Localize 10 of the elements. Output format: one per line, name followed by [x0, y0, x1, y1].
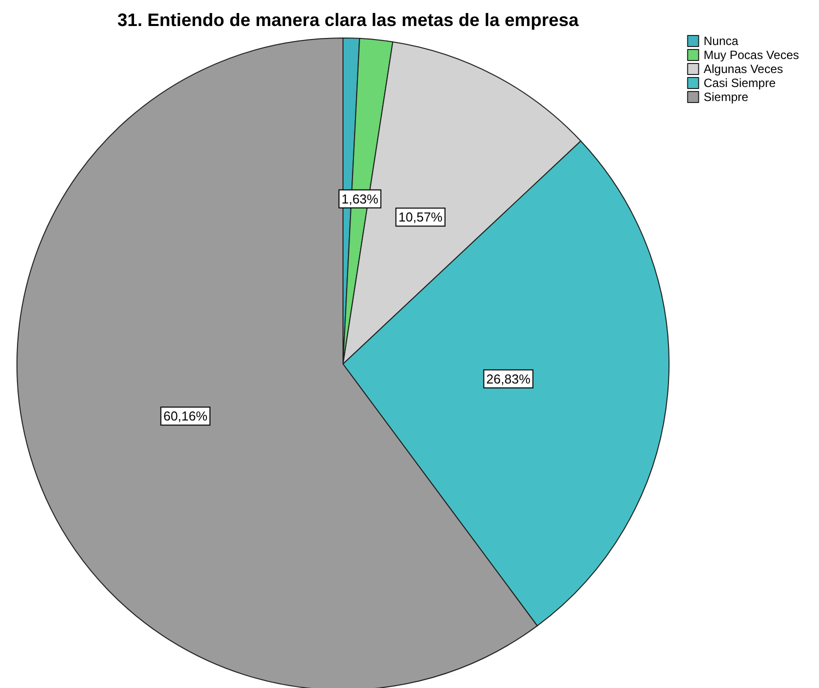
data-label: 60,16% [163, 408, 208, 424]
legend-label: Nunca [704, 34, 739, 48]
data-label: 26,83% [486, 371, 531, 386]
legend-label: Muy Pocas Veces [704, 48, 800, 62]
data-label: 1,63% [341, 191, 379, 206]
data-label: 10,57% [398, 210, 443, 225]
chart-title: 31. Entiendo de manera clara las metas de la empresa [117, 10, 580, 30]
legend-label: Casi Siempre [704, 76, 776, 90]
legend-label: Algunas Veces [704, 62, 784, 76]
legend-label: Siempre [704, 90, 749, 104]
